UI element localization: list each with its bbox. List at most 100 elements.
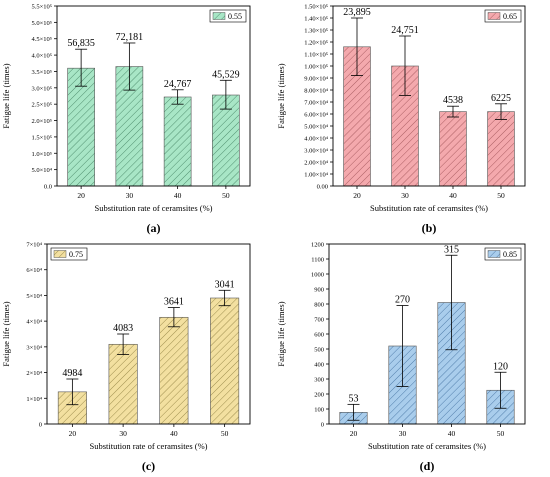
data-label: 45,529: [212, 69, 240, 80]
y-tick-label: 1000: [311, 272, 324, 279]
x-tick-label: 20: [353, 191, 361, 200]
x-axis-label: Substitution rate of ceramsites (%): [370, 203, 488, 213]
y-tick-label: 8.00×10⁴: [304, 88, 329, 95]
y-axis-label: Fatigue life (times): [276, 63, 286, 128]
bar: [210, 297, 240, 425]
plot-frame: [328, 243, 526, 425]
x-tick-label: 30: [126, 191, 134, 200]
y-tick-label: 2.5×10⁵: [31, 102, 52, 109]
plot-frame: [56, 5, 251, 187]
y-tick-label: 0.0: [44, 184, 52, 191]
y-tick-label: 3×10⁴: [26, 344, 42, 351]
y-tick-label: 1.50×10⁵: [304, 4, 328, 11]
y-tick-label: 700: [314, 317, 324, 324]
x-tick-label: 20: [69, 429, 77, 438]
y-tick-label: 400: [314, 362, 324, 369]
y-tick-label: 2.00×10⁴: [304, 160, 329, 167]
y-axis-label: Fatigue life (times): [276, 301, 286, 366]
plot-frame: [46, 243, 251, 425]
data-label: 24,751: [391, 25, 419, 36]
y-tick-label: 9.00×10⁴: [304, 76, 329, 83]
chart-panel-d: 0100200300400500600700800900100011001200…: [276, 242, 526, 473]
bar: [159, 316, 189, 425]
x-tick-label: 30: [401, 191, 409, 200]
y-tick-label: 200: [314, 392, 324, 399]
x-tick-label: 50: [221, 429, 229, 438]
y-tick-label: 2×10⁴: [26, 370, 42, 377]
y-tick-label: 7×10⁴: [26, 242, 42, 249]
bar: [487, 111, 515, 187]
y-tick-label: 3.0×10⁵: [31, 85, 52, 92]
legend-label: 0.65: [503, 12, 517, 21]
data-label: 270: [395, 295, 410, 306]
y-tick-label: 800: [314, 302, 324, 309]
y-tick-label: 4.0×10⁵: [31, 53, 52, 60]
y-tick-label: 1.30×10⁵: [304, 28, 328, 35]
x-tick-label: 30: [119, 429, 127, 438]
y-axis-label: Fatigue life (times): [1, 63, 11, 128]
y-tick-label: 5.5×10⁵: [31, 4, 52, 11]
x-tick-label: 20: [77, 191, 85, 200]
legend-swatch: [212, 12, 226, 20]
data-label: 4984: [62, 368, 82, 379]
y-tick-label: 900: [314, 287, 324, 294]
x-tick-label: 20: [350, 429, 358, 438]
data-label: 23,895: [343, 7, 371, 18]
y-tick-label: 3.00×10⁴: [304, 148, 329, 155]
x-tick-label: 50: [497, 429, 505, 438]
chart-panel-a: 0.0 5.0×10⁴ 1.0×10⁵ 1.5×10⁵ 2.0×10⁵ 2.5×10⁵ 3.…: [1, 4, 251, 235]
legend-swatch: [53, 250, 67, 258]
data-label: 3641: [164, 297, 184, 308]
x-tick-label: 40: [170, 429, 178, 438]
data-label: 24,767: [164, 79, 192, 90]
x-axis-label: Substitution rate of ceramsites (%): [368, 441, 486, 451]
y-tick-label: 5.0×10⁵: [31, 20, 52, 27]
x-tick-label: 40: [448, 429, 456, 438]
legend-label: 0.75: [69, 250, 83, 259]
y-tick-label: 0: [39, 422, 42, 429]
chart-panel-c: 0 1×10⁴ 2×10⁴ 3×10⁴ 4×10⁴ 5×10⁴ 6×10⁴ 7×10⁴ 4984…: [1, 242, 251, 473]
panel-label: (c): [142, 459, 155, 473]
y-tick-label: 7.00×10⁴: [304, 100, 329, 107]
y-tick-label: 4×10⁴: [26, 319, 42, 326]
y-tick-label: 1.5×10⁵: [31, 134, 52, 141]
y-axis-label: Fatigue life (times): [1, 301, 11, 366]
legend-swatch: [487, 12, 501, 20]
data-label: 3041: [215, 279, 235, 290]
legend-label: 0.55: [228, 12, 242, 21]
legend-swatch: [487, 250, 501, 258]
data-label: 53: [349, 393, 359, 404]
y-tick-label: 2.0×10⁵: [31, 118, 52, 125]
y-tick-label: 5×10⁴: [26, 293, 42, 300]
y-tick-label: 1×10⁴: [26, 396, 42, 403]
x-tick-label: 40: [174, 191, 182, 200]
bar: [67, 67, 95, 187]
data-label: 4538: [443, 95, 463, 106]
y-tick-label: 5.0×10⁴: [31, 167, 52, 174]
legend-label: 0.85: [503, 250, 517, 259]
y-tick-label: 1.0×10⁵: [31, 151, 52, 158]
x-tick-label: 50: [497, 191, 505, 200]
y-tick-label: 300: [314, 377, 324, 384]
y-tick-label: 600: [314, 332, 324, 339]
y-tick-label: 5.00×10⁴: [304, 124, 329, 131]
bar: [439, 111, 467, 187]
data-label: 72,181: [116, 32, 144, 43]
y-tick-label: 4.5×10⁵: [31, 36, 52, 43]
y-tick-label: 100: [314, 407, 324, 414]
y-tick-label: 0.00: [317, 184, 328, 191]
y-tick-label: 1.00×10⁴: [304, 172, 329, 179]
panel-label: (d): [420, 459, 435, 473]
plot-frame: [332, 5, 526, 187]
x-axis-label: Substitution rate of ceramsites (%): [94, 203, 212, 213]
x-tick-label: 50: [222, 191, 230, 200]
data-label: 6225: [491, 93, 511, 104]
bar: [163, 96, 192, 187]
data-label: 56,835: [67, 38, 95, 49]
x-tick-label: 40: [449, 191, 457, 200]
panel-label: (b): [422, 221, 437, 235]
y-tick-label: 1.40×10⁵: [304, 16, 328, 23]
y-tick-label: 1.10×10⁵: [304, 52, 328, 59]
y-tick-label: 3.5×10⁵: [31, 69, 52, 76]
